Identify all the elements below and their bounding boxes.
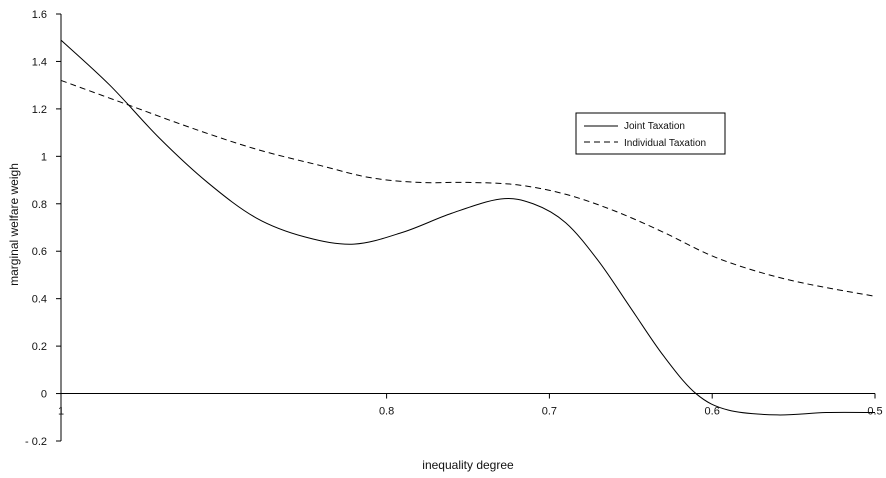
x-tick-label: 0.6 <box>705 406 720 418</box>
y-tick-label: 0.4 <box>32 294 47 306</box>
legend-label-joint-taxation: Joint Taxation <box>624 121 685 132</box>
x-tick-label: 0.7 <box>542 406 557 418</box>
y-tick-label: 0 <box>41 389 47 401</box>
y-tick-label: 1.4 <box>32 56 47 68</box>
y-tick-label: 1 <box>41 151 47 163</box>
legend: Joint Taxation Individual Taxation <box>575 112 726 155</box>
series-lines <box>60 39 876 416</box>
y-tick-label: - 0.2 <box>25 436 47 448</box>
x-tick-label: 0.8 <box>379 406 394 418</box>
y-tick-label: 1.6 <box>32 9 47 21</box>
x-tick-label: 0.5 <box>867 406 882 418</box>
series-line-individual-taxation <box>60 79 876 297</box>
y-axis-title: marginal welfare weigh <box>7 163 21 286</box>
x-axis-title: inequality degree <box>422 458 514 472</box>
series-line-joint-taxation <box>60 39 876 416</box>
x-tick-label: 1 <box>58 406 64 418</box>
y-tick-label: 0.8 <box>32 199 47 211</box>
legend-label-individual-taxation: Individual Taxation <box>624 138 706 149</box>
y-tick-label: 0.2 <box>32 341 47 353</box>
y-tick-label: 0.6 <box>32 246 47 258</box>
axes: 1.6 1.4 1.2 1 0.8 0.6 0.4 0.2 0 - 0.2 1 0.8 0.7 0.6 0.… <box>25 9 883 448</box>
y-tick-label: 1.2 <box>32 104 47 116</box>
legend-box <box>575 112 726 155</box>
